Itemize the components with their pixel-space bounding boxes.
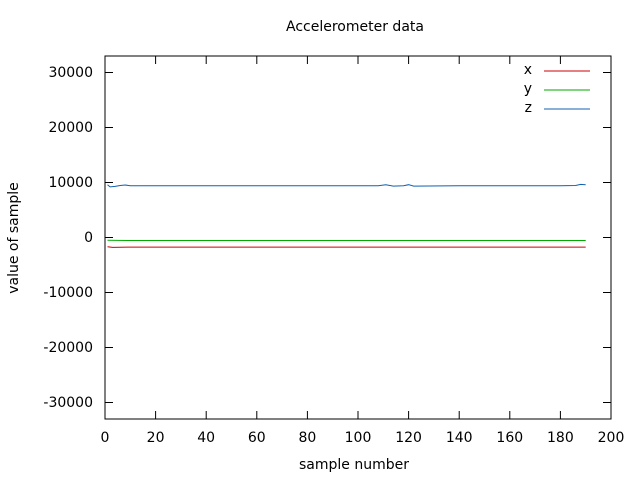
legend-label-x: x bbox=[523, 62, 532, 78]
series-line-x bbox=[107, 246, 586, 248]
y-tick-label: 0 bbox=[84, 229, 93, 246]
legend-label-y: y bbox=[523, 81, 532, 97]
plot-frame bbox=[104, 55, 612, 420]
y-tick-label: 20000 bbox=[48, 119, 93, 136]
x-tick-label: 40 bbox=[197, 430, 216, 446]
x-tick-label: 120 bbox=[395, 430, 422, 446]
y-tick-label: 10000 bbox=[48, 174, 93, 191]
x-tick-label: 100 bbox=[344, 430, 372, 446]
legend-label-z: z bbox=[524, 100, 532, 116]
x-tick-label: 160 bbox=[496, 430, 524, 446]
y-tick-label: 30000 bbox=[48, 64, 93, 81]
x-tick-label: 140 bbox=[445, 430, 473, 446]
y-tick-label: -10000 bbox=[43, 284, 93, 301]
series-line-z bbox=[107, 183, 586, 188]
x-tick-label: 20 bbox=[146, 430, 165, 446]
y-tick-label: -20000 bbox=[43, 339, 93, 356]
x-tick-label: 180 bbox=[547, 430, 574, 446]
x-axis-label: sample number bbox=[299, 457, 409, 473]
x-tick-label: 200 bbox=[597, 430, 625, 446]
chart-title: Accelerometer data bbox=[286, 19, 424, 35]
x-tick-label: 0 bbox=[100, 430, 110, 446]
x-tick-label: 80 bbox=[298, 430, 317, 446]
x-tick-label: 60 bbox=[247, 430, 266, 446]
y-tick-label: -30000 bbox=[43, 394, 93, 411]
